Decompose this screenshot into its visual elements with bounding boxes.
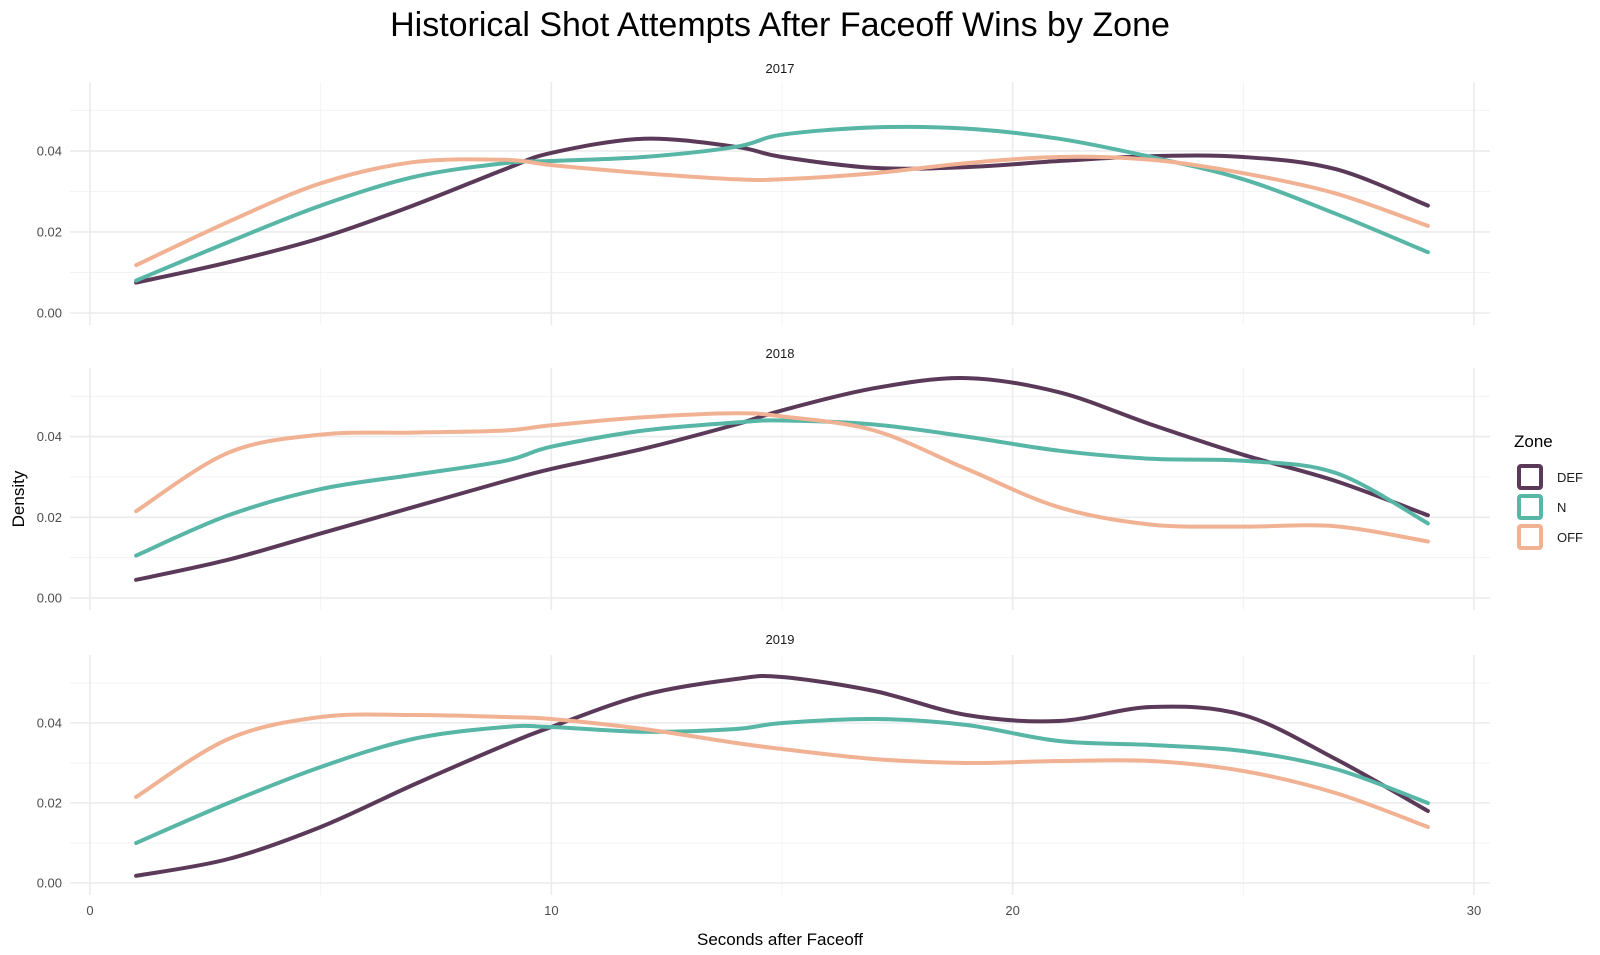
series-line-off bbox=[134, 154, 1430, 268]
legend-title: Zone bbox=[1514, 432, 1553, 451]
y-tick-label: 0.04 bbox=[37, 716, 62, 731]
x-axis-ticks: 0 10 20 30 bbox=[86, 903, 1481, 918]
legend-key-n bbox=[1517, 494, 1543, 520]
grid bbox=[70, 655, 1490, 895]
series-line-off bbox=[134, 411, 1430, 544]
y-tick-label: 0.02 bbox=[37, 796, 62, 811]
facet-label: 2017 bbox=[766, 61, 795, 76]
chart-title: Historical Shot Attempts After Faceoff W… bbox=[390, 6, 1170, 44]
series-line-n bbox=[134, 716, 1430, 845]
legend-label: N bbox=[1557, 500, 1566, 515]
x-tick-label: 0 bbox=[86, 903, 93, 918]
facet-panel-2018: 2018 0.00 0.02 0.04 bbox=[37, 346, 1490, 610]
legend-label: DEF bbox=[1557, 470, 1583, 485]
y-tick-label: 0.04 bbox=[37, 143, 62, 158]
y-tick-label: 0.00 bbox=[37, 876, 62, 891]
x-axis-title: Seconds after Faceoff bbox=[697, 930, 863, 949]
series-line-n bbox=[134, 418, 1430, 558]
facet-label: 2019 bbox=[766, 632, 795, 647]
facet-panel-2017: 2017 0.00 0.02 0.04 bbox=[37, 61, 1490, 325]
x-tick-label: 30 bbox=[1467, 903, 1481, 918]
y-tick-label: 0.04 bbox=[37, 429, 62, 444]
legend-label: OFF bbox=[1557, 530, 1583, 545]
y-tick-label: 0.00 bbox=[37, 591, 62, 606]
x-tick-label: 20 bbox=[1005, 903, 1019, 918]
series-line-def bbox=[134, 136, 1430, 285]
series-line-n bbox=[134, 124, 1430, 283]
grid bbox=[70, 368, 1490, 610]
legend: Zone DEF N OFF bbox=[1514, 432, 1583, 550]
legend-key-def bbox=[1517, 464, 1543, 490]
grid bbox=[70, 82, 1490, 325]
y-axis-title: Density bbox=[9, 470, 28, 527]
x-tick-label: 10 bbox=[544, 903, 558, 918]
series-line-off bbox=[134, 712, 1430, 829]
facet-panel-2019: 2019 0.00 0.02 0.04 bbox=[37, 632, 1490, 895]
series-line-def bbox=[134, 673, 1430, 878]
y-tick-label: 0.00 bbox=[37, 306, 62, 321]
facet-label: 2018 bbox=[766, 346, 795, 361]
legend-key-off bbox=[1517, 524, 1543, 550]
y-tick-label: 0.02 bbox=[37, 224, 62, 239]
y-tick-label: 0.02 bbox=[37, 510, 62, 525]
